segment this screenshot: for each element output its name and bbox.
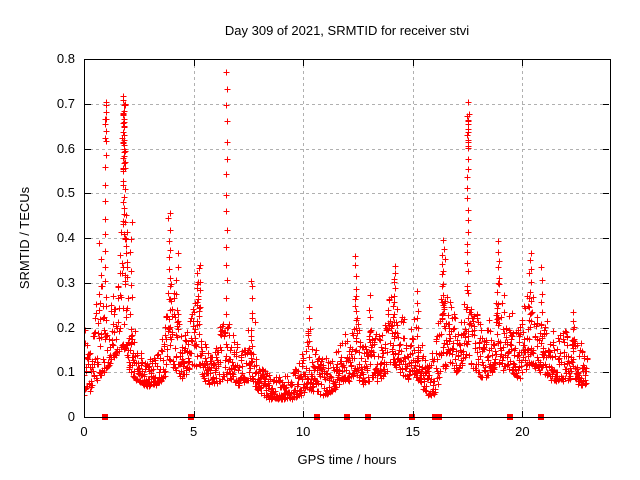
y-tick-label: 0.6 [56,141,75,156]
y-tick-label: 0.2 [56,320,75,335]
x-axis-label: GPS time / hours [297,452,397,467]
x-tick-label: 5 [189,424,198,439]
x-tick-label: 0 [80,424,88,439]
axis-ticks [84,59,609,418]
y-tick-label: 0.3 [56,275,75,290]
y-tick-label: 0.1 [56,364,75,379]
y-tick-label: 0.4 [56,230,75,245]
grid-lines [84,59,610,417]
x-tick-label: 20 [515,424,530,439]
x-tick-label: 15 [405,424,420,439]
y-tick-label: 0.7 [56,96,75,111]
y-tick-label: 0 [67,409,75,424]
x-tick-label: 10 [295,424,311,439]
y-tick-label: 0.8 [56,51,75,66]
chart-title: Day 309 of 2021, SRMTID for receiver stv… [224,23,470,38]
y-tick-label: 0.5 [56,185,75,200]
plot-border [84,59,611,418]
scatter-points [84,69,591,403]
